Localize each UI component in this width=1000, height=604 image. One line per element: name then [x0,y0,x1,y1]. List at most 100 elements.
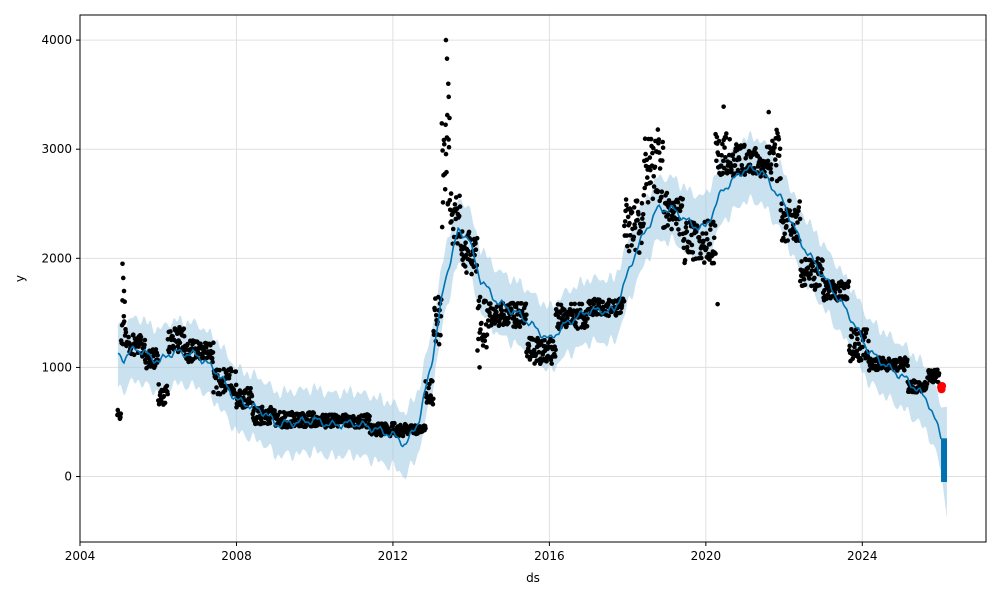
observed-point [214,385,219,390]
observed-point [423,426,428,431]
y-tick-label: 2000 [41,251,72,265]
x-tick-label: 2004 [65,549,96,563]
observed-point [621,298,627,304]
observed-point [177,340,183,346]
observed-point [905,363,910,369]
observed-point [721,104,726,109]
observed-point [443,37,449,43]
forecast-line [117,164,942,448]
observed-point [622,219,628,224]
observed-point [656,140,661,146]
observed-point [632,225,638,230]
observed-point [634,198,640,203]
y-tick-label: 3000 [41,142,72,156]
observed-point [656,137,662,142]
observed-point [153,347,159,352]
observed-point [850,356,855,362]
y-tick-label: 0 [64,470,72,484]
observed-point [771,150,776,156]
observed-point [636,212,641,217]
observed-point [452,202,458,207]
observed-point [648,167,653,173]
observed-point [517,324,523,330]
observed-point [494,309,499,315]
observed-point [618,310,623,315]
observed-point [674,221,679,227]
observed-point [430,379,435,384]
observed-point [665,223,670,228]
observed-point [855,336,860,342]
observed-point [511,314,517,320]
observed-point [447,115,452,121]
observed-point [123,330,129,335]
observed-point [721,158,726,164]
observed-point [474,235,480,241]
x-axis-label: ds [526,571,540,585]
observed-point [142,337,148,343]
observed-point [858,357,864,363]
observed-point [535,337,541,343]
observed-point [693,229,699,234]
observed-point [860,344,865,350]
observed-point [645,175,650,180]
observed-point [739,163,745,168]
observed-point [782,231,787,237]
observed-point [440,148,445,153]
observed-point [536,349,542,355]
observed-point [810,263,815,269]
observed-point [862,334,867,340]
observed-point [473,241,478,246]
observed-point [655,189,661,194]
observed-point [699,255,704,261]
observed-point [544,358,549,364]
observed-point [722,145,727,150]
observed-point [785,238,790,243]
observed-point [257,413,262,419]
uncertainty-band [117,130,941,480]
observed-point [398,422,403,428]
observed-point [477,294,483,300]
observed-point [455,241,460,246]
observed-point [446,94,452,100]
observed-point [714,134,720,140]
highlight-points-layer [937,381,947,394]
observed-point [659,189,665,194]
observed-point [639,200,645,206]
observed-point [120,341,126,347]
observed-point [558,302,564,308]
observed-point [485,318,491,323]
observed-point [798,278,803,284]
observed-point [648,136,654,142]
observed-point [120,261,125,267]
observed-point [723,135,729,140]
observed-point [542,337,547,343]
observed-point [121,319,127,324]
observed-point [476,336,481,342]
observed-point [143,360,148,365]
observed-point [579,301,585,307]
y-tick-label: 1000 [41,360,72,374]
observed-point [625,243,630,249]
observed-point [866,338,871,344]
observed-point [606,313,611,319]
observed-point [552,354,558,359]
observed-point [711,235,717,241]
observed-point [792,229,797,235]
observed-point [519,301,524,306]
observed-point [440,200,446,205]
observed-point [142,342,147,348]
observed-point [499,308,505,313]
observed-point [794,212,800,218]
y-axis-label: y [13,275,27,282]
observed-point [708,227,713,232]
observed-point [181,333,187,339]
observed-point [727,137,732,142]
observed-point [475,348,480,353]
observed-point [550,338,556,344]
observed-point [784,223,789,229]
observed-point [120,275,126,281]
observed-point [849,334,855,340]
observed-point [430,402,436,407]
observed-point [221,366,227,372]
observed-point [483,298,489,304]
